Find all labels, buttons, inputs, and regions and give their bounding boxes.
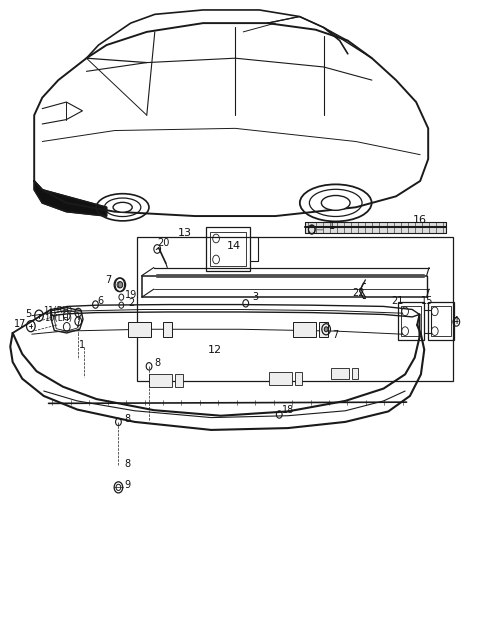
Text: 8: 8 [124,459,131,469]
Text: 8: 8 [124,414,131,424]
Text: 22: 22 [352,288,365,298]
Text: 9: 9 [124,480,131,490]
Text: 8: 8 [155,358,161,368]
Text: 7: 7 [333,331,339,340]
Bar [293,322,316,337]
Bar [210,232,246,266]
Text: 17: 17 [13,319,26,329]
Text: 16: 16 [412,215,426,225]
Bar [398,302,424,340]
Text: 2: 2 [128,298,134,308]
Text: 14: 14 [227,241,241,251]
Text: 18: 18 [282,405,294,415]
Bar [175,374,183,387]
Bar [269,373,292,385]
Bar [128,322,152,337]
Text: 7: 7 [105,275,111,285]
Text: 5: 5 [25,310,32,319]
Text: 20: 20 [157,238,169,248]
Text: 11(RH): 11(RH) [44,306,73,315]
Circle shape [118,282,123,288]
Ellipse shape [113,202,132,212]
Text: 10(LH): 10(LH) [44,314,72,323]
Text: 13: 13 [178,228,192,238]
Text: 15: 15 [421,296,434,306]
Bar [428,302,454,340]
Text: 21: 21 [391,296,403,306]
Text: 12: 12 [208,345,222,355]
Text: 4: 4 [452,316,458,326]
Bar [331,368,349,379]
Bar [149,374,172,387]
Circle shape [324,327,328,332]
Bar [137,236,453,381]
Bar [295,373,302,385]
Text: 1: 1 [79,340,85,350]
Bar [351,368,358,379]
Bar [401,306,421,336]
Bar [163,322,172,337]
Bar [431,306,451,336]
Text: 1: 1 [329,220,336,230]
Text: 3: 3 [252,292,258,302]
Bar [206,227,250,271]
Polygon shape [34,181,107,216]
Text: 6: 6 [97,296,103,306]
Bar [305,222,446,233]
Text: 19: 19 [125,290,137,300]
Bar [319,322,327,337]
Ellipse shape [322,196,350,210]
